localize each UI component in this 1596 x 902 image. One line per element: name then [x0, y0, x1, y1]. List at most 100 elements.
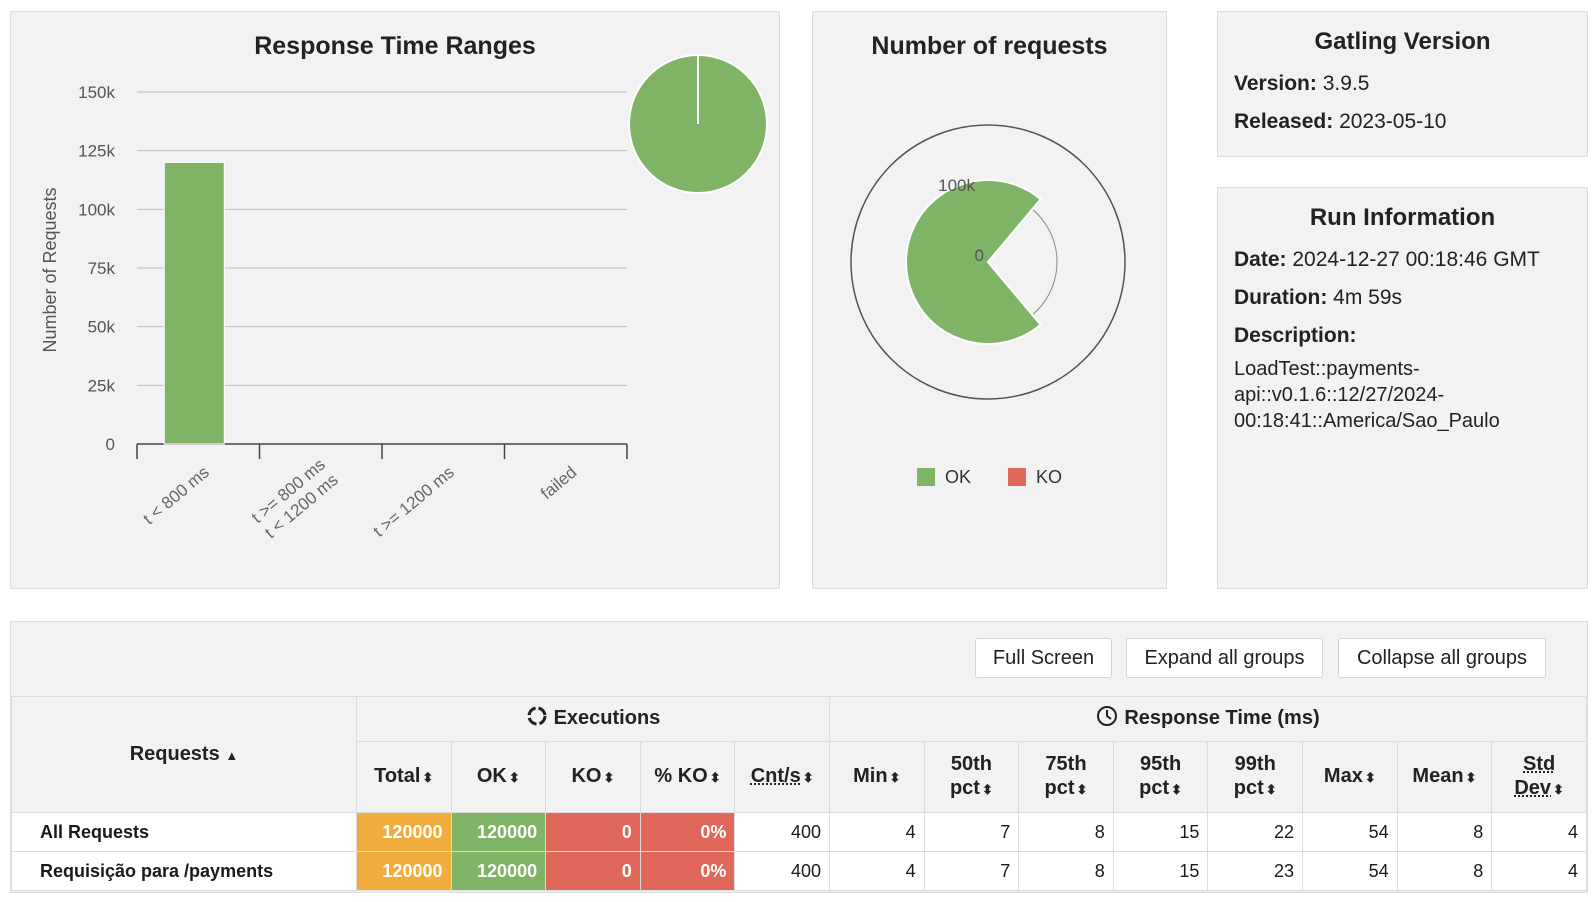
- cell-cnt-s: 400: [734, 812, 830, 852]
- x-tick-label: t < 800 ms: [139, 463, 212, 529]
- sort-icon: ⬍: [422, 770, 434, 785]
- cell-p99: 22: [1207, 812, 1304, 852]
- legend-ko-swatch: [1008, 468, 1026, 486]
- x-tick-label: t >= 800 mst < 1200 ms: [248, 455, 342, 542]
- y-tick-label: 50k: [88, 318, 116, 337]
- legend-ok-label: OK: [944, 467, 971, 487]
- col-p50-label: 50th: [950, 753, 992, 775]
- cell-total: 120000: [355, 812, 452, 852]
- col-cnt-s-label: Cnt/s: [750, 765, 801, 787]
- col-max[interactable]: Max ⬍: [1302, 741, 1398, 813]
- refresh-icon: [526, 705, 548, 733]
- legend-ok[interactable]: OK: [916, 467, 971, 488]
- col-ok-label: OK: [476, 765, 507, 787]
- col-p75[interactable]: 75th pct ⬍: [1018, 741, 1114, 813]
- full-screen-button[interactable]: Full Screen: [975, 638, 1112, 678]
- cell-p75: 8: [1018, 851, 1114, 891]
- col-p95-sub: pct: [1139, 777, 1170, 799]
- sort-icon: ⬍: [1076, 782, 1088, 797]
- table-row[interactable]: All Requests 120000 120000 0 0% 400 4 7 …: [11, 812, 1587, 852]
- requests-legend: OK KO: [813, 467, 1166, 488]
- duration-label: Duration:: [1234, 286, 1328, 309]
- clock-icon: [1096, 705, 1118, 733]
- table-row[interactable]: Requisição para /payments 120000 120000 …: [11, 851, 1587, 891]
- executions-header-label: Executions: [553, 707, 661, 729]
- expand-all-groups-button[interactable]: Expand all groups: [1126, 638, 1323, 678]
- gatling-version-panel: Gatling Version Version: 3.9.5 Released:…: [1217, 11, 1588, 157]
- cell-total: 120000: [355, 851, 452, 891]
- sort-icon: ⬍: [1171, 782, 1183, 797]
- col-dev-label: Dev: [1514, 777, 1552, 799]
- row-name[interactable]: All Requests: [11, 812, 357, 852]
- col-p99-label: 99th: [1234, 753, 1276, 775]
- legend-ko-label: KO: [1036, 467, 1063, 487]
- col-cnt-s[interactable]: Cnt/s ⬍: [734, 741, 830, 813]
- col-min[interactable]: Min ⬍: [828, 741, 925, 813]
- sort-icon: ⬍: [1364, 770, 1376, 785]
- number-of-requests-panel: Number of requests 100k 0 OK KO: [812, 11, 1167, 589]
- y-tick-label: 100k: [78, 200, 115, 219]
- version-row: Version: 3.9.5: [1234, 72, 1587, 96]
- sort-icon: ⬍: [1553, 782, 1564, 797]
- row-name[interactable]: Requisição para /payments: [11, 851, 357, 891]
- col-max-label: Max: [1323, 765, 1363, 787]
- svg-text:t >= 1200 ms: t >= 1200 ms: [370, 463, 458, 541]
- col-pct-ko-label: % KO: [654, 765, 708, 787]
- y-tick-label: 75k: [88, 259, 116, 278]
- col-p95-label: 95th: [1140, 753, 1182, 775]
- cell-ko: 0: [545, 851, 641, 891]
- run-information-title: Run Information: [1309, 204, 1496, 231]
- col-ok[interactable]: OK ⬍: [450, 741, 547, 813]
- released-row: Released: 2023-05-10: [1234, 110, 1587, 134]
- collapse-all-groups-button[interactable]: Collapse all groups: [1338, 638, 1546, 678]
- col-p99[interactable]: 99th pct ⬍: [1207, 741, 1304, 813]
- col-mean-label: Mean: [1412, 765, 1464, 787]
- description-row: Description:: [1234, 324, 1587, 348]
- sort-icon: ⬍: [508, 770, 520, 785]
- statistics-table: Requests ▲ Executions Response Time (ms)…: [11, 696, 1588, 891]
- col-total[interactable]: Total ⬍: [355, 741, 452, 813]
- bar[interactable]: [163, 161, 225, 445]
- ok-slice[interactable]: [905, 179, 1043, 345]
- run-information-panel: Run Information Date: 2024-12-27 00:18:4…: [1217, 187, 1588, 589]
- cell-std-dev: 4: [1491, 812, 1587, 852]
- requests-header[interactable]: Requests ▲: [11, 696, 357, 813]
- cell-mean: 8: [1396, 851, 1493, 891]
- col-ko-label: KO: [571, 765, 602, 787]
- y-tick-label: 25k: [88, 376, 116, 395]
- svg-text:failed: failed: [537, 463, 580, 504]
- col-std-dev[interactable]: Std Dev ⬍: [1491, 741, 1587, 813]
- legend-ok-swatch: [916, 468, 935, 486]
- y-tick-label: 125k: [78, 142, 115, 161]
- sort-icon: ⬍: [603, 770, 615, 785]
- description-label: Description:: [1234, 324, 1357, 347]
- col-p75-sub: pct: [1044, 777, 1075, 799]
- sort-icon: ⬍: [889, 770, 901, 785]
- gatling-version-title: Gatling Version: [1314, 28, 1491, 55]
- legend-ko[interactable]: KO: [1008, 467, 1062, 488]
- col-p95[interactable]: 95th pct ⬍: [1112, 741, 1209, 813]
- cell-min: 4: [828, 851, 925, 891]
- response-time-header-label: Response Time (ms): [1124, 707, 1320, 729]
- cell-max: 54: [1302, 812, 1398, 852]
- statistics-panel: Full Screen Expand all groups Collapse a…: [10, 621, 1588, 893]
- col-pct-ko[interactable]: % KO ⬍: [639, 741, 736, 813]
- cell-p75: 8: [1018, 812, 1114, 852]
- col-mean[interactable]: Mean ⬍: [1396, 741, 1493, 813]
- cell-mean: 8: [1396, 812, 1493, 852]
- cell-std-dev: 4: [1491, 851, 1587, 891]
- col-p99-sub: pct: [1233, 777, 1264, 799]
- requests-header-label: Requests: [129, 743, 220, 765]
- col-p50-sub: pct: [949, 777, 980, 799]
- date-value: 2024-12-27 00:18:46 GMT: [1292, 248, 1540, 271]
- sort-icon: ⬍: [1465, 770, 1477, 785]
- col-ko[interactable]: KO ⬍: [545, 741, 641, 813]
- number-of-requests-title: Number of requests: [871, 32, 1108, 60]
- col-std-label: Std: [1523, 753, 1556, 775]
- cell-p95: 15: [1112, 851, 1209, 891]
- executions-header: Executions: [355, 696, 830, 742]
- description-value: LoadTest::payments-api::v0.1.6::12/27/20…: [1234, 358, 1500, 432]
- y-tick-label: 150k: [78, 83, 115, 102]
- col-p50[interactable]: 50th pct ⬍: [923, 741, 1020, 813]
- cell-p50: 7: [923, 812, 1020, 852]
